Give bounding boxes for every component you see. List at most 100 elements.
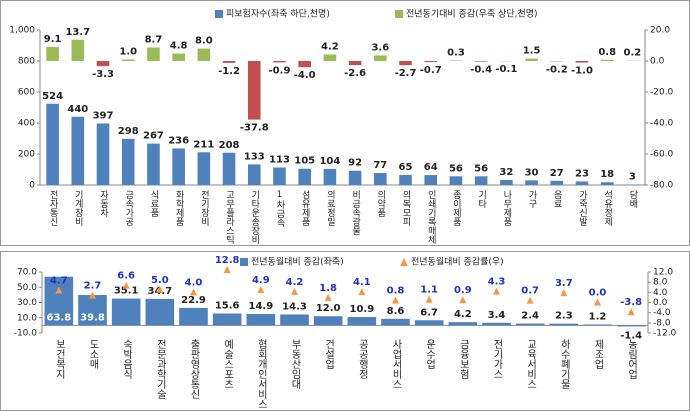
value-label: -0.9 [269,65,291,76]
x-tick-label: 음료 [552,190,562,208]
x-tick-label: 식료품 [148,190,158,217]
x-tick-label: 출판영상통신 [188,339,200,399]
value-label: 267 [143,131,164,142]
legend-swatch [395,10,403,18]
rate-label: 12.8 [215,255,240,266]
x-tick-label: 하수폐기물 [558,338,570,389]
triangle-marker [425,295,433,303]
value-label: -1.0 [571,66,593,77]
value-label: 39.8 [80,312,105,323]
x-tick-label: 담배 [627,189,637,209]
triangle-marker [156,285,164,293]
bar [44,276,74,326]
panel-top [0,0,690,246]
x-tick-label: 기타 [476,190,486,209]
bar [71,39,85,61]
bar [197,48,211,61]
x-tick-label: 농림어업 [626,339,638,379]
y2-tick-label: -40.0 [650,119,674,129]
legend-label: 전년동월대비 증감률(우) [411,256,504,268]
triangle-marker [594,298,601,306]
value-label: 12.0 [316,303,341,314]
triangle-marker [122,281,130,289]
y2-tick-label: 0.0 [650,57,665,67]
value-label: 0.3 [447,48,465,59]
triangle-marker [257,286,265,294]
value-label: -0.7 [420,65,442,76]
value-label: 236 [168,135,189,146]
rate-label: 1.1 [420,285,438,296]
bar [46,103,59,185]
value-label: 32 [499,167,513,178]
value-label: 4.2 [321,41,339,52]
value-label: -0.1 [495,64,517,75]
value-label: 9.1 [44,34,62,45]
bar [247,164,261,185]
bar [347,317,377,326]
x-tick-label: 전기가스 [491,339,503,379]
bar [583,324,612,326]
value-label: 1.2 [589,311,607,322]
triangle-marker [55,286,63,294]
value-label: 4.8 [170,41,188,52]
x-tick-label: 기계장비 [73,190,83,227]
x-tick-label: 섬유제품 [300,190,310,226]
y-tick-label: 10.0 [17,313,37,323]
value-label: 104 [319,156,340,167]
bar [616,325,646,327]
x-tick-label: 보건복지 [53,339,65,380]
y2-tick-label: 20.0 [650,26,670,36]
x-tick-label: 비금속광물 [350,190,360,235]
triangle-marker [358,288,366,296]
value-label: 3.4 [488,310,506,321]
legend-swatch [400,258,408,266]
value-label: 8.6 [387,306,405,317]
y-tick-label: 50.0 [17,283,37,293]
y2-tick-label: -80.0 [650,181,674,191]
triangle-marker [291,287,298,295]
bar [448,322,478,326]
bar [147,47,160,61]
bar [121,59,135,61]
value-label: 6.7 [420,307,438,318]
value-label: 14.9 [248,301,273,312]
x-tick-label: 교육서비스 [525,339,537,389]
y-tick-label: 800 [18,57,35,67]
x-tick-label: 금속가공 [123,190,133,226]
triangle-marker [560,289,568,297]
bar [374,173,387,185]
x-tick-label: 사업서비스 [390,339,402,389]
x-tick-label: 석유정제 [602,190,612,227]
bar [222,61,236,63]
bar [121,138,135,185]
x-tick-label: 금융보험 [457,339,469,379]
bar [600,182,614,185]
bar [280,314,309,326]
x-tick-label: 의복모피 [401,190,411,227]
rate-label: 0.9 [454,285,472,296]
value-label: -1.2 [218,66,240,77]
rate-label: -3.8 [620,297,642,308]
bar [197,152,211,185]
y2-tick-label: -60.0 [650,150,674,160]
value-label: 30 [525,167,539,178]
x-tick-label: 기타운송장비 [249,190,259,245]
bar [78,295,107,326]
legend-label: 피보험자수(좌축 하단,천명) [226,9,330,20]
bar [247,61,261,120]
bar [414,320,444,326]
bar [46,46,59,61]
bar [500,180,513,185]
y-tick-label: 0 [29,181,35,191]
rate-label: 4.0 [185,277,203,288]
y-tick-label: -10.0 [14,329,38,339]
bar [179,307,208,326]
x-tick-label: 의약품 [375,190,385,217]
value-label: 105 [294,156,315,167]
legend-label: 전년동기대비 증감(우축 상단,천명) [406,8,538,20]
value-label: 211 [193,139,214,150]
value-label: 3 [629,172,636,183]
triangle-marker [324,293,332,301]
value-label: 13.7 [65,27,90,38]
